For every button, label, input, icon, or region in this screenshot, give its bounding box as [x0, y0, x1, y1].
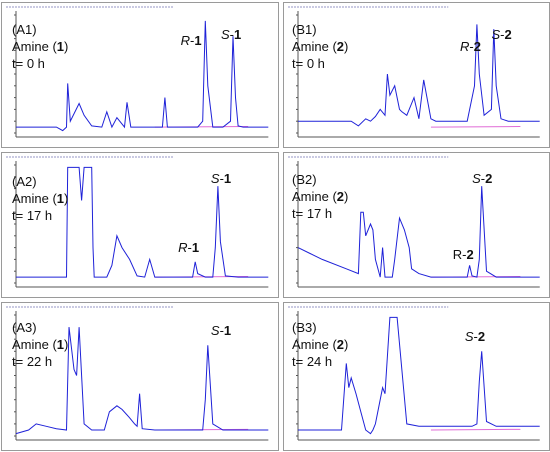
panel-label: (A1) Amine (1) t= 0 h — [12, 21, 68, 72]
time-label: t= 22 h — [12, 354, 53, 369]
peak-annotation: S-2 — [491, 27, 512, 42]
amine-label: Amine (1) — [12, 39, 69, 54]
amine-label: Amine (1) — [12, 191, 69, 206]
chromatogram-panel: (B2) Amine (2) t= 17 h R-2 S-2 — [283, 152, 550, 298]
chromatogram-trace — [16, 166, 269, 278]
chromatogram-panel: (A2) Amine (1) t= 17 h R-1 S-1 — [1, 152, 279, 298]
panel-label: (B3) Amine (2) t= 24 h — [292, 319, 348, 370]
peak-annotation: S-1 — [210, 323, 232, 338]
baseline-line — [430, 428, 521, 431]
chromatogram-panel: (A1) Amine (1) t= 0 h R-1 S-1 — [1, 2, 279, 148]
peak-annotation: R-1 — [180, 33, 202, 48]
panel-id: (A1) — [12, 22, 37, 37]
panel-id: (B1) — [292, 22, 317, 37]
time-label: t= 17 h — [292, 206, 333, 221]
chromatogram-panel: (B3) Amine (2) t= 24 h S-2 — [283, 302, 550, 451]
chromatogram-plot — [6, 156, 269, 288]
amine-label: Amine (2) — [292, 337, 349, 352]
peak-annotation: S-2 — [464, 329, 486, 344]
panel-label: (B2) Amine (2) t= 17 h — [292, 171, 348, 222]
chromatogram-trace — [15, 327, 269, 435]
chromatogram-trace — [16, 20, 269, 132]
amine-label: Amine (2) — [292, 39, 349, 54]
time-label: t= 0 h — [292, 56, 325, 71]
time-label: t= 24 h — [292, 354, 333, 369]
chromatogram-plot — [288, 156, 540, 288]
time-label: t= 0 h — [12, 56, 45, 71]
peak-annotation: R-2 — [452, 247, 474, 262]
chromatogram-plot — [288, 6, 540, 138]
panel-label: (A3) Amine (1) t= 22 h — [12, 319, 68, 370]
panel-id: (B2) — [292, 172, 317, 187]
amine-label: Amine (1) — [12, 337, 69, 352]
chromatogram-plot — [6, 306, 269, 441]
peak-annotation: S-1 — [221, 27, 242, 42]
peak-annotation: S-1 — [210, 171, 232, 186]
chromatogram-panel: (A3) Amine (1) t= 22 h S-1 — [1, 302, 279, 451]
chromatogram-panel: (B1) Amine (2) t= 0 h R-2 S-2 — [283, 2, 550, 148]
panel-id: (A3) — [12, 320, 37, 335]
chromatogram-trace — [297, 186, 540, 278]
panel-id: (A2) — [12, 174, 37, 189]
panel-label: (A2) Amine (1) t= 17 h — [12, 173, 68, 224]
chromatogram-plot — [6, 6, 269, 138]
chromatogram-trace — [298, 316, 540, 435]
chromatogram-trace — [298, 24, 540, 127]
chromatogram-plot — [288, 306, 540, 441]
panel-id: (B3) — [292, 320, 317, 335]
peak-annotation: S-2 — [472, 171, 493, 186]
amine-label: Amine (2) — [292, 189, 349, 204]
panel-label: (B1) Amine (2) t= 0 h — [292, 21, 348, 72]
baseline-line — [430, 126, 521, 128]
time-label: t= 17 h — [12, 208, 53, 223]
peak-annotation: R-1 — [178, 240, 200, 255]
peak-annotation: R-2 — [460, 39, 481, 54]
